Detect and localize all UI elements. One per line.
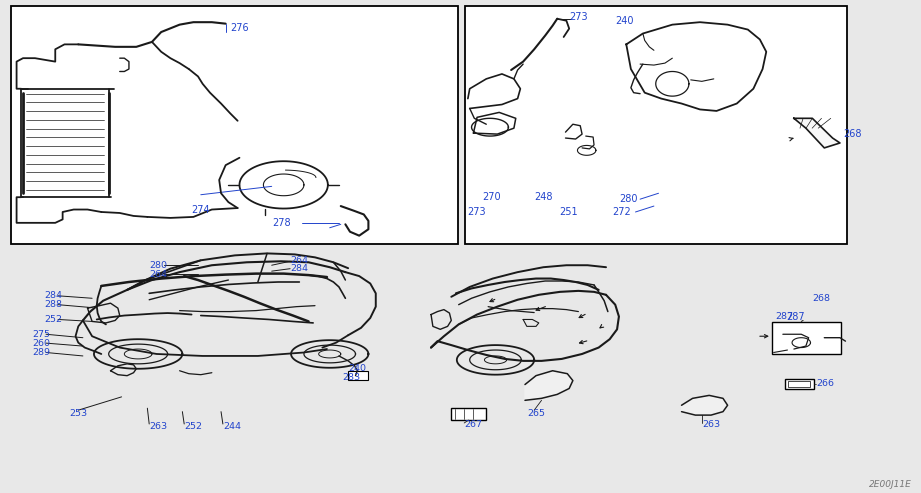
Text: 289: 289 bbox=[32, 348, 51, 357]
Text: 288: 288 bbox=[44, 300, 63, 309]
Text: 248: 248 bbox=[534, 192, 553, 202]
Bar bbox=[348, 371, 368, 380]
Text: 244: 244 bbox=[223, 422, 241, 431]
Text: 272: 272 bbox=[612, 207, 631, 217]
Bar bbox=[772, 322, 841, 354]
Text: 270: 270 bbox=[483, 192, 501, 202]
Text: 268: 268 bbox=[844, 129, 862, 139]
Text: 268: 268 bbox=[812, 294, 831, 303]
Text: 267: 267 bbox=[464, 421, 483, 429]
Text: 252: 252 bbox=[44, 315, 63, 324]
Text: 284: 284 bbox=[290, 264, 309, 273]
Text: 275: 275 bbox=[32, 330, 51, 339]
Text: 264: 264 bbox=[149, 270, 168, 279]
Text: 263: 263 bbox=[149, 422, 168, 431]
Text: 273: 273 bbox=[569, 12, 588, 22]
Text: 2E00J11E: 2E00J11E bbox=[869, 480, 912, 489]
Text: 284: 284 bbox=[44, 291, 63, 300]
Text: 240: 240 bbox=[348, 364, 367, 373]
Text: 264: 264 bbox=[290, 256, 309, 265]
Text: 280: 280 bbox=[619, 194, 637, 204]
Text: 265: 265 bbox=[527, 409, 545, 418]
Polygon shape bbox=[794, 118, 840, 148]
Text: 287: 287 bbox=[787, 312, 805, 321]
Text: 251: 251 bbox=[559, 207, 577, 217]
Bar bbox=[11, 6, 458, 244]
Text: 263: 263 bbox=[702, 421, 720, 429]
Text: 276: 276 bbox=[230, 23, 249, 33]
Text: 240: 240 bbox=[615, 16, 634, 26]
Text: 253: 253 bbox=[69, 409, 87, 418]
Bar bbox=[465, 6, 847, 244]
Text: 278: 278 bbox=[273, 218, 291, 228]
Polygon shape bbox=[682, 395, 728, 415]
Bar bbox=[785, 379, 814, 389]
Polygon shape bbox=[525, 371, 573, 400]
Bar bbox=[788, 381, 810, 387]
Text: 273: 273 bbox=[467, 207, 485, 217]
Text: 252: 252 bbox=[184, 422, 203, 431]
Bar bbox=[451, 408, 486, 420]
Text: 260: 260 bbox=[32, 339, 51, 348]
Text: 266: 266 bbox=[816, 379, 834, 388]
Text: 287: 287 bbox=[775, 312, 794, 321]
Text: 274: 274 bbox=[192, 205, 210, 215]
Text: 280: 280 bbox=[149, 261, 168, 270]
Text: 283: 283 bbox=[343, 373, 361, 382]
